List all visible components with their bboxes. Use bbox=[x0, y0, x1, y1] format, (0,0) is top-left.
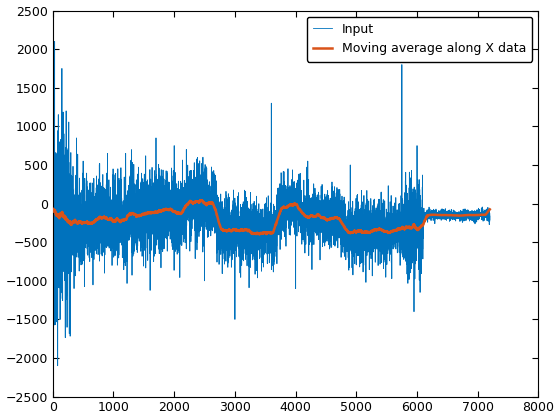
Line: Input: Input bbox=[53, 42, 490, 366]
Line: Moving average along X data: Moving average along X data bbox=[53, 200, 490, 234]
Moving average along X data bbox=[253, 232, 259, 237]
Input bbox=[256, 220, 263, 226]
Input bbox=[463, 214, 469, 219]
Moving average along X data bbox=[198, 198, 205, 203]
Moving average along X data bbox=[463, 213, 469, 218]
Moving average along X data bbox=[487, 207, 493, 212]
Input bbox=[381, 198, 388, 203]
Moving average along X data bbox=[468, 213, 475, 218]
Input bbox=[49, 222, 56, 227]
Input bbox=[468, 211, 475, 216]
Input bbox=[369, 246, 376, 251]
Moving average along X data bbox=[381, 229, 388, 234]
Input bbox=[198, 212, 205, 217]
Input bbox=[52, 39, 58, 44]
Input bbox=[487, 214, 493, 219]
Moving average along X data bbox=[198, 197, 204, 202]
Moving average along X data bbox=[49, 206, 56, 211]
Moving average along X data bbox=[369, 229, 376, 234]
Input bbox=[54, 363, 61, 368]
Legend: Input, Moving average along X data: Input, Moving average along X data bbox=[306, 17, 532, 62]
Moving average along X data bbox=[256, 231, 263, 236]
